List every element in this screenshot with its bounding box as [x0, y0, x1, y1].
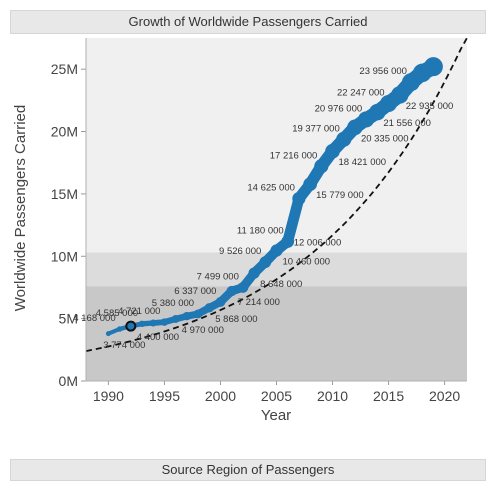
series-point — [390, 86, 409, 104]
series-point — [116, 326, 123, 332]
x-tick-label: 2000 — [205, 388, 236, 404]
data-label: 5 380 000 — [152, 298, 194, 309]
data-label: 4 585 000 — [96, 308, 138, 319]
data-label: 20 976 000 — [315, 103, 363, 114]
x-tick-label: 2005 — [261, 388, 292, 404]
chart-title: Growth of Worldwide Passengers Carried — [10, 10, 486, 34]
series-point — [336, 131, 352, 147]
series-point — [347, 119, 363, 136]
data-label: 11 180 000 — [237, 226, 284, 237]
data-label: 10 460 000 — [283, 257, 331, 268]
y-tick-label: 15M — [51, 186, 78, 202]
data-label: 22 247 000 — [337, 88, 385, 99]
series-point — [248, 267, 260, 279]
series-point — [138, 320, 146, 328]
series-point — [292, 191, 306, 206]
data-label: 12 006 000 — [294, 237, 342, 248]
y-tick-label: 5M — [59, 311, 78, 327]
data-label: 18 421 000 — [339, 157, 387, 168]
data-label: 20 335 000 — [361, 133, 409, 144]
series-point — [182, 311, 192, 321]
series-point — [226, 285, 237, 297]
data-label: 15 779 000 — [316, 190, 364, 201]
data-label: 14 625 000 — [247, 183, 295, 194]
series-point — [171, 315, 180, 323]
y-tick-label: 10M — [51, 248, 78, 264]
series-point — [215, 297, 226, 307]
series-point — [303, 177, 317, 192]
x-tick-label: 2015 — [373, 388, 404, 404]
highlight-point — [125, 320, 137, 332]
background-band-1 — [86, 252, 467, 287]
series-point — [423, 57, 443, 77]
x-axis-title: Year — [261, 407, 291, 424]
data-label: 3 774 000 — [103, 340, 145, 351]
data-label: 19 377 000 — [292, 123, 340, 134]
data-label: 7 214 000 — [238, 297, 280, 308]
data-label: 4 721 000 — [118, 306, 160, 317]
series-point — [204, 303, 214, 313]
source-region-header: Source Region of Passengers — [10, 459, 486, 481]
x-tick-label: 2010 — [317, 388, 348, 404]
series-point — [160, 318, 169, 326]
data-label: 5 868 000 — [215, 314, 257, 325]
series-point — [237, 282, 249, 293]
y-tick-label: 0M — [59, 373, 78, 389]
y-tick-label: 25M — [51, 61, 78, 77]
data-label: 7 499 000 — [197, 271, 239, 282]
data-label: 4 400 000 — [137, 332, 179, 343]
data-label: 4 970 000 — [182, 325, 224, 336]
data-label: 4 168 000 — [73, 313, 115, 324]
data-label: 21 556 000 — [383, 118, 431, 129]
series-point — [281, 235, 295, 248]
series-segment — [282, 193, 305, 247]
data-label: 22 935 000 — [406, 101, 454, 112]
x-tick-label: 2020 — [429, 388, 460, 404]
series-point — [105, 331, 111, 337]
series-point — [325, 143, 340, 159]
series-point — [314, 159, 329, 174]
background-band-0 — [86, 286, 467, 381]
series-point — [193, 309, 203, 319]
series-point — [270, 244, 283, 257]
x-tick-label: 1990 — [93, 388, 124, 404]
y-tick-label: 20M — [51, 124, 78, 140]
data-label: 23 956 000 — [359, 66, 407, 77]
data-label: 8 648 000 — [260, 279, 302, 290]
x-tick-label: 1995 — [149, 388, 180, 404]
series-point — [259, 256, 272, 269]
trend-line — [85, 37, 468, 352]
data-label: 17 216 000 — [270, 150, 318, 161]
y-axis-title: Worldwide Passengers Carried — [12, 105, 29, 311]
data-label: 9 526 000 — [219, 246, 261, 257]
series-point — [149, 319, 157, 327]
data-label: 6 337 000 — [174, 286, 216, 297]
